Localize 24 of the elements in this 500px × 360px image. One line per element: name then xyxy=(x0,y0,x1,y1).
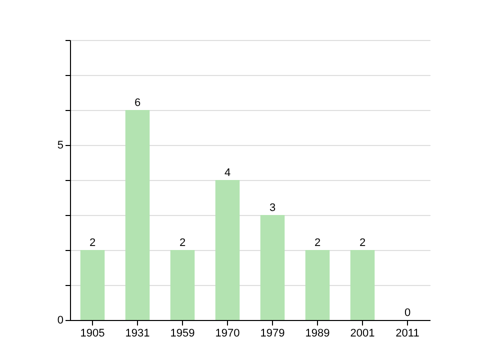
x-tick-label: 1959 xyxy=(170,328,195,340)
data-label: 2 xyxy=(89,237,96,249)
x-tick-label: 1905 xyxy=(80,328,105,340)
bar xyxy=(80,250,105,320)
bar xyxy=(260,215,285,320)
data-label: 6 xyxy=(134,97,141,109)
bar xyxy=(350,250,375,320)
data-label: 2 xyxy=(179,237,186,249)
bar xyxy=(305,250,330,320)
data-label: 0 xyxy=(404,307,411,319)
y-tick-label: 5 xyxy=(57,140,64,152)
x-tick-label: 2001 xyxy=(350,328,375,340)
x-tick-label: 1931 xyxy=(125,328,150,340)
bar xyxy=(170,250,195,320)
data-label: 2 xyxy=(314,237,321,249)
x-tick-label: 1979 xyxy=(260,328,285,340)
data-label: 2 xyxy=(359,237,366,249)
data-label: 3 xyxy=(269,202,276,214)
x-tick-label: 1989 xyxy=(305,328,330,340)
x-tick-label: 1970 xyxy=(215,328,240,340)
x-tick-label: 2011 xyxy=(396,328,420,340)
data-label: 4 xyxy=(224,167,231,179)
bar xyxy=(215,180,240,320)
bar xyxy=(125,110,150,320)
